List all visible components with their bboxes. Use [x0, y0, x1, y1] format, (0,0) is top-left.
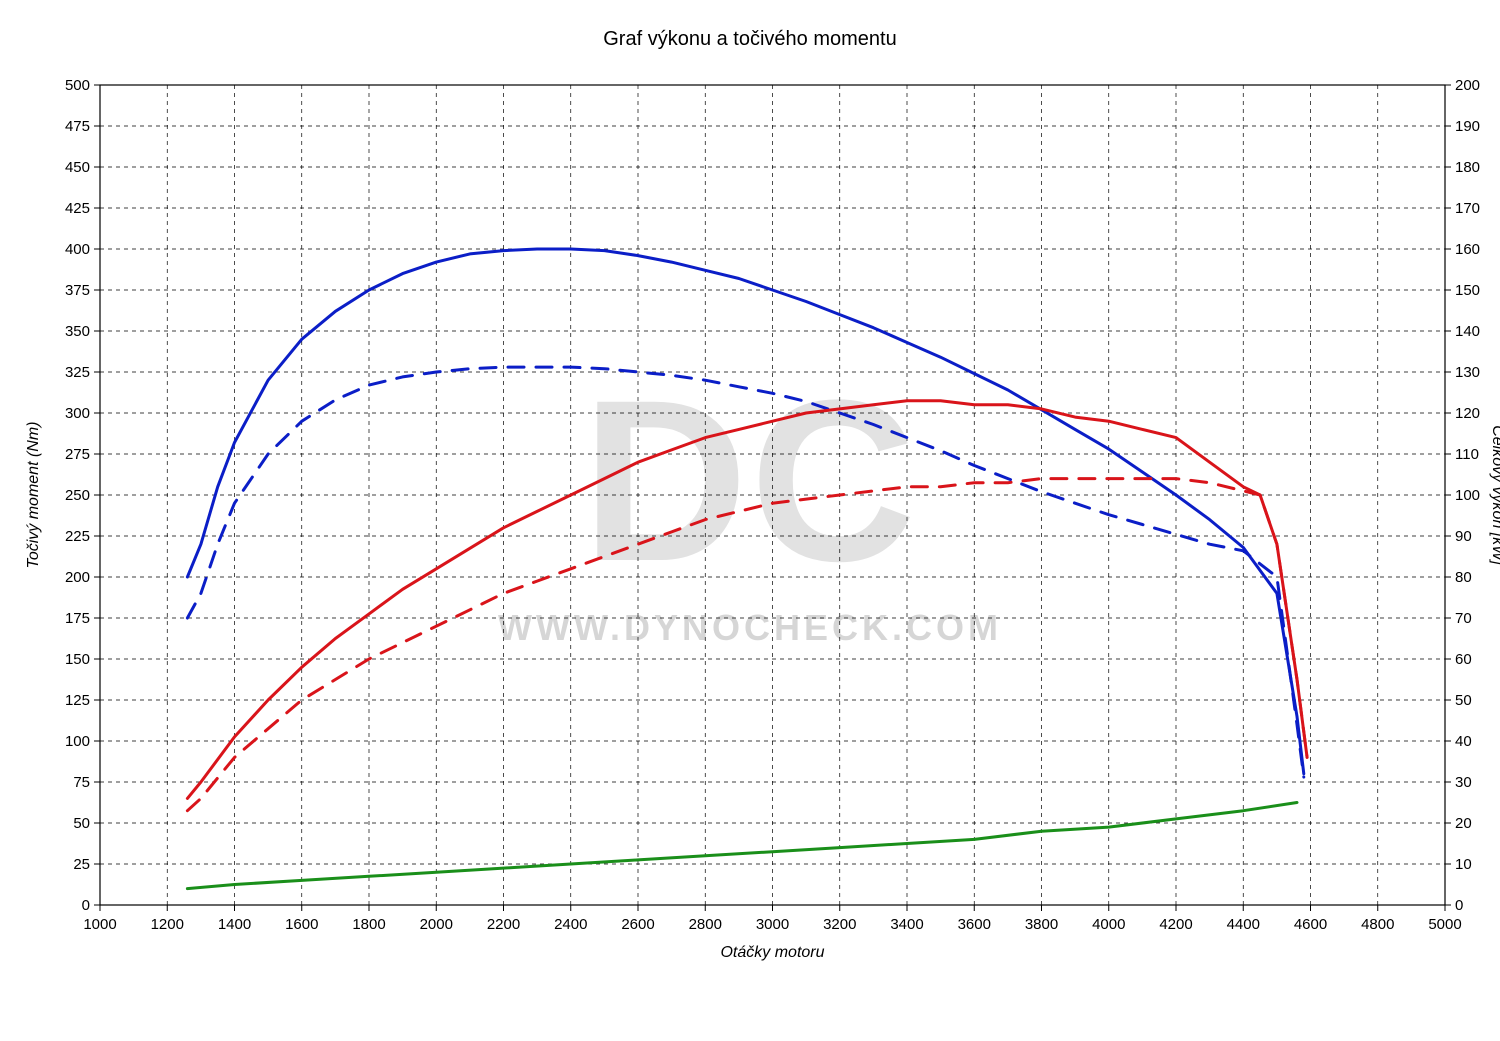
y-right-tick: 50	[1455, 692, 1472, 709]
y-right-tick: 30	[1455, 774, 1472, 791]
y-right-tick: 130	[1455, 364, 1480, 381]
gridlines	[100, 85, 1445, 905]
y-right-tick: 40	[1455, 733, 1472, 750]
y-right-tick: 60	[1455, 651, 1472, 668]
y-left-tick: 150	[65, 651, 90, 668]
watermark-big: DC	[582, 352, 918, 609]
y-left-tick: 200	[65, 569, 90, 586]
x-tick: 4600	[1294, 916, 1327, 933]
y-right-tick-labels: 0 10 20 30 40 50 60 70 80 90 100 110 120 130 140 150 160…	[1445, 77, 1480, 914]
x-tick: 2400	[554, 916, 587, 933]
y-right-tick: 160	[1455, 241, 1480, 258]
y-left-tick: 225	[65, 528, 90, 545]
y-left-tick: 0	[82, 897, 90, 914]
y-right-tick: 120	[1455, 405, 1480, 422]
y-left-tick: 175	[65, 610, 90, 627]
x-tick: 3200	[823, 916, 856, 933]
x-tick: 4000	[1092, 916, 1125, 933]
y-left-tick: 75	[73, 774, 90, 791]
y-right-tick: 80	[1455, 569, 1472, 586]
y-left-tick: 350	[65, 323, 90, 340]
watermark: DC WWW.DYNOCHECK.COM	[498, 352, 1002, 648]
y-left-tick: 475	[65, 118, 90, 135]
x-tick: 2000	[420, 916, 453, 933]
y-left-tick: 275	[65, 446, 90, 463]
y-left-tick: 250	[65, 487, 90, 504]
x-tick: 1000	[83, 916, 116, 933]
y-left-tick: 500	[65, 77, 90, 94]
dyno-chart: DC WWW.DYNOCHECK.COM Graf výkonu a točiv…	[0, 0, 1500, 1041]
x-tick: 3600	[958, 916, 991, 933]
y-right-tick: 140	[1455, 323, 1480, 340]
y-left-axis-label: Točivý moment (Nm)	[25, 422, 42, 569]
x-tick-labels: 1000 1200 1400 1600 1800 2000 2200 2400 2600 2800…	[83, 905, 1461, 933]
y-left-tick: 300	[65, 405, 90, 422]
watermark-url: WWW.DYNOCHECK.COM	[498, 607, 1002, 648]
y-right-tick: 200	[1455, 77, 1480, 94]
y-left-tick: 450	[65, 159, 90, 176]
y-right-tick: 150	[1455, 282, 1480, 299]
x-tick: 2600	[621, 916, 654, 933]
x-tick: 1400	[218, 916, 251, 933]
y-right-tick: 170	[1455, 200, 1480, 217]
y-right-tick: 110	[1455, 446, 1479, 463]
y-left-tick: 375	[65, 282, 90, 299]
x-tick: 1200	[151, 916, 184, 933]
y-right-tick: 10	[1455, 856, 1472, 873]
x-axis-label: Otáčky motoru	[720, 944, 824, 961]
x-tick: 4200	[1159, 916, 1192, 933]
x-tick: 3800	[1025, 916, 1058, 933]
y-right-tick: 180	[1455, 159, 1480, 176]
x-tick: 1600	[285, 916, 318, 933]
x-tick: 2800	[689, 916, 722, 933]
series-loss	[187, 803, 1297, 889]
y-right-tick: 0	[1455, 897, 1463, 914]
y-left-tick: 425	[65, 200, 90, 217]
x-tick: 3400	[890, 916, 923, 933]
x-tick: 4800	[1361, 916, 1394, 933]
chart-title: Graf výkonu a točivého momentu	[603, 28, 896, 50]
y-left-tick: 50	[73, 815, 90, 832]
x-tick: 5000	[1428, 916, 1461, 933]
y-left-tick: 400	[65, 241, 90, 258]
y-right-tick: 190	[1455, 118, 1480, 135]
x-tick: 3000	[756, 916, 789, 933]
y-left-tick: 325	[65, 364, 90, 381]
y-left-tick-labels: 0 25 50 75 100 125 150 175 200 225 250 275 300 325 350…	[65, 77, 100, 914]
y-right-tick: 70	[1455, 610, 1472, 627]
y-left-tick: 125	[65, 692, 90, 709]
x-tick: 4400	[1227, 916, 1260, 933]
y-right-tick: 100	[1455, 487, 1480, 504]
y-right-tick: 20	[1455, 815, 1472, 832]
y-right-axis-label: Celkový výkon [kW]	[1489, 425, 1500, 565]
y-right-tick: 90	[1455, 528, 1472, 545]
x-tick: 2200	[487, 916, 520, 933]
x-tick: 1800	[352, 916, 385, 933]
y-left-tick: 100	[65, 733, 90, 750]
y-left-tick: 25	[73, 856, 90, 873]
